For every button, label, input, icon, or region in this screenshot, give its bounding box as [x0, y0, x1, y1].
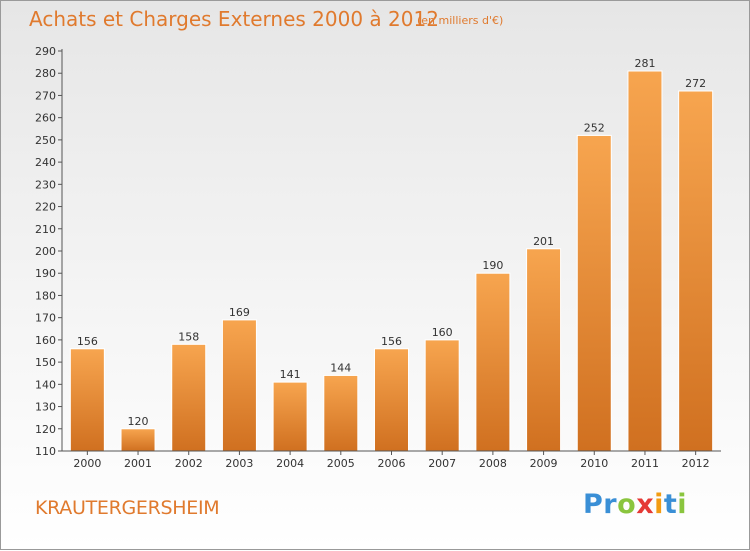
x-tick-label: 2003	[225, 457, 253, 470]
x-tick-label: 2008	[479, 457, 507, 470]
bar-value-label: 201	[533, 235, 554, 248]
x-tick-label: 2002	[175, 457, 203, 470]
proxiti-logo: Proxiti	[583, 489, 687, 520]
x-tick-label: 2010	[580, 457, 608, 470]
y-tick-label: 200	[35, 245, 56, 258]
logo-letter: r	[603, 489, 618, 520]
bar-value-label: 252	[584, 121, 605, 134]
bar-2003	[221, 319, 257, 452]
bar-value-label: 190	[482, 259, 503, 272]
logo-letter: o	[617, 489, 637, 520]
y-tick-label: 190	[35, 267, 56, 280]
bar-value-label: 169	[229, 306, 250, 319]
x-tick-label: 2009	[530, 457, 558, 470]
y-tick-label: 180	[35, 289, 56, 302]
x-axis: 2000 2001 2002 2003 2004 2005 2006 2007 2008 2009…	[62, 450, 721, 470]
y-tick-label: 270	[35, 89, 56, 102]
bar-2001	[120, 428, 156, 452]
bar-2006	[374, 348, 409, 452]
bar-value-label: 141	[280, 368, 301, 381]
x-tick-label: 2005	[327, 457, 355, 470]
y-tick-label: 230	[35, 178, 56, 191]
bar-2007	[424, 339, 460, 452]
bars: 156 120 158 169 141 144 156 160 190 201 252 281 272	[69, 57, 714, 452]
y-tick-label: 260	[35, 112, 56, 125]
chart-title: Achats et Charges Externes 2000 à 2012	[29, 7, 439, 31]
y-tick-label: 290	[35, 45, 56, 58]
x-tick-label: 2001	[124, 457, 152, 470]
x-tick-label: 2006	[378, 457, 406, 470]
y-tick-label: 120	[35, 423, 56, 436]
y-tick-label: 150	[35, 356, 56, 369]
x-tick-label: 2011	[631, 457, 659, 470]
bar-value-label: 160	[432, 326, 453, 339]
y-axis: 110 120 130 140 150 160 170 180 190 200 210 220 230 2…	[35, 45, 63, 458]
logo-letter: P	[583, 489, 604, 520]
logo-letter: t	[663, 489, 678, 520]
bar-value-label: 272	[685, 77, 706, 90]
y-tick-label: 240	[35, 156, 56, 169]
bar-2004	[272, 381, 308, 452]
y-tick-label: 160	[35, 334, 56, 347]
y-tick-label: 220	[35, 201, 56, 214]
bar-2008	[475, 272, 511, 452]
logo-letter: i	[654, 489, 664, 520]
chart-unit-note: (en milliers d'€)	[417, 14, 504, 27]
commune-name: KRAUTERGERSHEIM	[35, 497, 220, 519]
bar-value-label: 281	[634, 57, 655, 70]
bar-value-label: 144	[330, 361, 351, 374]
y-tick-label: 170	[35, 312, 56, 325]
bar-2010	[576, 134, 612, 452]
y-tick-label: 250	[35, 134, 56, 147]
logo-letter: x	[636, 489, 655, 520]
bar-value-label: 156	[381, 335, 402, 348]
x-tick-label: 2012	[682, 457, 710, 470]
bar-2002	[171, 343, 207, 452]
bar-value-label: 156	[77, 335, 98, 348]
bar-2005	[323, 374, 359, 452]
y-tick-label: 110	[35, 445, 56, 458]
bar-2012	[678, 90, 714, 452]
bar-2009	[526, 248, 562, 452]
y-tick-label: 130	[35, 401, 56, 414]
x-tick-label: 2000	[73, 457, 101, 470]
y-tick-label: 140	[35, 378, 56, 391]
x-tick-label: 2007	[428, 457, 456, 470]
bar-2000	[69, 348, 105, 452]
x-tick-label: 2004	[276, 457, 304, 470]
bar-value-label: 120	[128, 415, 149, 428]
logo-letter: i	[677, 489, 688, 520]
bar-value-label: 158	[178, 330, 199, 343]
y-tick-label: 280	[35, 67, 56, 80]
y-tick-label: 210	[35, 223, 56, 236]
bar-2011	[627, 70, 663, 452]
